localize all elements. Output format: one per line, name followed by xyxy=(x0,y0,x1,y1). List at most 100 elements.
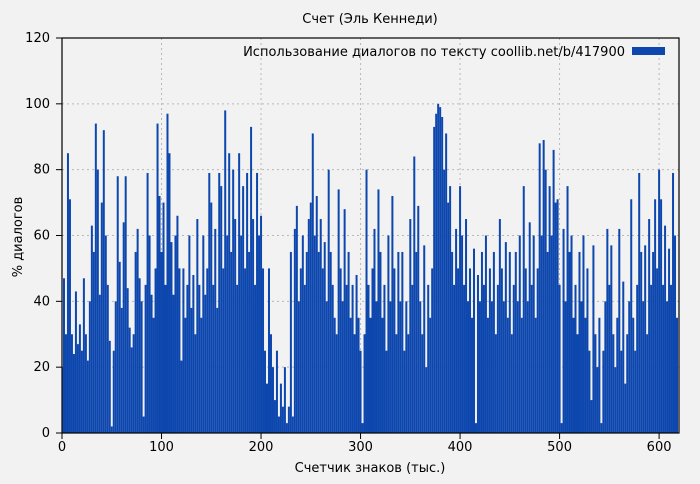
bar xyxy=(598,317,601,433)
bar xyxy=(383,284,386,433)
bar xyxy=(66,153,69,434)
bar xyxy=(232,169,235,433)
bar xyxy=(632,317,635,433)
bar-series xyxy=(62,103,679,434)
x-tick-label: 0 xyxy=(58,440,66,455)
bar xyxy=(518,235,521,433)
bar xyxy=(224,110,227,434)
bar xyxy=(650,284,653,433)
bar xyxy=(351,284,354,433)
bar xyxy=(289,251,292,433)
bar xyxy=(538,143,541,434)
bar xyxy=(146,172,149,434)
bar xyxy=(397,251,400,433)
bar xyxy=(478,301,481,433)
bar xyxy=(504,242,507,433)
bar xyxy=(514,251,517,433)
bar xyxy=(403,350,406,433)
bar xyxy=(196,219,199,433)
bar xyxy=(500,268,503,433)
bar xyxy=(200,317,203,433)
bar xyxy=(670,284,673,433)
bar xyxy=(70,334,73,433)
bar xyxy=(98,294,101,433)
bar xyxy=(293,228,296,433)
bar xyxy=(510,334,513,433)
bar xyxy=(110,426,113,433)
bar xyxy=(522,186,525,433)
bar xyxy=(486,317,489,433)
bar xyxy=(377,189,380,433)
bar xyxy=(552,149,555,433)
bar xyxy=(628,301,631,433)
bar xyxy=(528,222,531,433)
bar xyxy=(62,278,65,433)
bar xyxy=(594,334,597,433)
bar xyxy=(654,199,657,433)
bar xyxy=(124,176,127,433)
bar xyxy=(542,140,545,433)
y-tick-label: 100 xyxy=(25,97,50,112)
bar xyxy=(395,334,398,433)
x-axis-title: Счетчик знаков (тыс.) xyxy=(295,461,446,476)
bar xyxy=(198,284,201,433)
bar xyxy=(269,334,272,433)
tick-labels: 0 20 40 60 80 100 120 0 100 200 300 400 500 600 xyxy=(25,31,671,455)
bar xyxy=(349,317,352,433)
bar xyxy=(626,334,629,433)
bar xyxy=(118,261,121,433)
x-tick-label: 600 xyxy=(647,440,672,455)
bar xyxy=(230,251,233,433)
bar xyxy=(164,284,167,433)
x-tick-label: 200 xyxy=(249,440,274,455)
bar xyxy=(212,284,215,433)
bar xyxy=(291,416,294,433)
bar xyxy=(496,284,499,433)
bar xyxy=(612,334,615,433)
bar xyxy=(204,294,207,433)
bar xyxy=(355,275,358,433)
bar xyxy=(80,350,83,433)
bar xyxy=(148,235,151,433)
bar xyxy=(126,288,129,433)
y-tick-label: 40 xyxy=(33,294,50,309)
bar xyxy=(437,103,440,433)
bar xyxy=(116,176,119,433)
bar xyxy=(325,301,328,433)
bar xyxy=(337,189,340,433)
bar xyxy=(417,205,420,433)
bar xyxy=(648,219,651,433)
y-tick-label: 120 xyxy=(25,31,50,46)
bar xyxy=(433,126,436,433)
bar xyxy=(393,268,396,433)
bar xyxy=(530,284,533,433)
bar xyxy=(580,301,583,433)
bar xyxy=(658,169,661,433)
bar xyxy=(584,317,587,433)
bar xyxy=(188,235,191,433)
bar xyxy=(162,202,165,433)
bar xyxy=(152,317,155,433)
bar xyxy=(258,235,261,433)
bar xyxy=(218,172,221,434)
gridlines xyxy=(62,38,679,433)
bar xyxy=(488,268,491,433)
bar xyxy=(411,284,414,433)
bar xyxy=(508,251,511,433)
bar xyxy=(74,291,77,433)
bar xyxy=(574,284,577,433)
bar xyxy=(566,186,569,433)
bar xyxy=(266,383,269,433)
bar xyxy=(323,242,326,433)
bar xyxy=(178,268,181,433)
bar xyxy=(94,123,97,433)
bar xyxy=(315,196,318,433)
bar xyxy=(502,301,505,433)
bar xyxy=(389,301,392,433)
bar xyxy=(476,275,479,433)
bar xyxy=(160,251,163,433)
bar xyxy=(676,317,679,433)
bar xyxy=(275,350,278,433)
